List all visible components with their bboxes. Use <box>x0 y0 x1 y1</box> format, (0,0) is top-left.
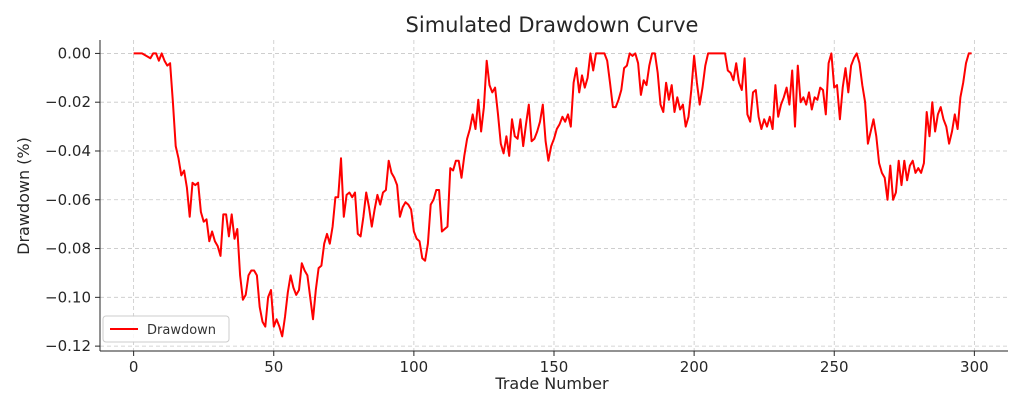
y-tick-label: 0.00 <box>58 44 91 62</box>
y-tick-label: −0.10 <box>45 288 91 306</box>
x-ticks: 0 50 100 150 200 250 300 <box>129 351 989 376</box>
x-tick-label: 100 <box>400 358 429 376</box>
x-tick-label: 150 <box>540 358 569 376</box>
legend-box <box>102 315 230 343</box>
x-tick-label: 300 <box>960 358 989 376</box>
y-tick-label: −0.04 <box>45 142 91 160</box>
y-axis-label: Drawdown (%) <box>14 137 33 255</box>
x-tick-label: 0 <box>129 358 139 376</box>
y-ticks: 0.00 −0.02 −0.04 −0.06 −0.08 −0.10 −0.12 <box>45 44 100 355</box>
legend: Drawdown <box>102 315 230 343</box>
chart-title: Simulated Drawdown Curve <box>406 13 699 37</box>
x-tick-label: 50 <box>264 358 283 376</box>
series-line-drawdown <box>133 52 972 338</box>
x-axis-label: Trade Number <box>494 374 609 393</box>
y-tick-label: −0.02 <box>45 93 91 111</box>
y-tick-label: −0.08 <box>45 240 91 258</box>
x-tick-label: 250 <box>820 358 849 376</box>
grid <box>100 40 1008 351</box>
y-tick-label: −0.12 <box>45 337 91 355</box>
x-tick-label: 200 <box>680 358 709 376</box>
y-tick-label: −0.06 <box>45 191 91 209</box>
legend-label-drawdown: Drawdown <box>147 323 216 338</box>
